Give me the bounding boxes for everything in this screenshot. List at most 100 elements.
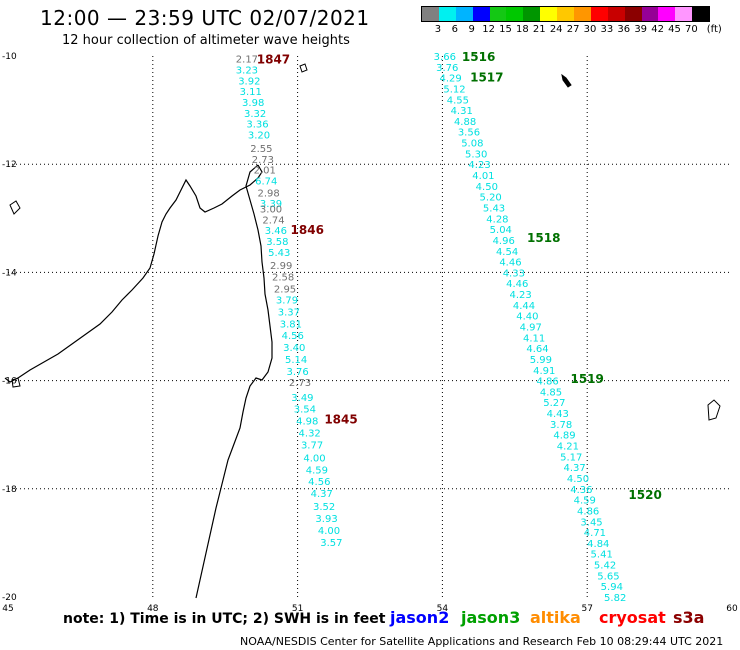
satellite-name: s3a (673, 608, 705, 627)
legend-label: 24 (549, 24, 563, 35)
legend-swatch (557, 7, 575, 21)
y-tick-label: -20 (2, 593, 17, 603)
legend-swatch (574, 7, 591, 21)
swh-value: 4.97 (520, 323, 542, 334)
swh-value: 2.95 (274, 285, 296, 296)
satellite-name: altika (530, 608, 581, 627)
swh-value: 5.43 (483, 203, 505, 214)
legend-label: 18 (516, 24, 529, 35)
swh-value: 3.79 (276, 295, 298, 306)
swh-value: 3.57 (320, 538, 342, 549)
swh-value: 3.23 (236, 66, 258, 77)
swh-value: 5.41 (591, 550, 613, 561)
legend-label: 15 (499, 24, 512, 35)
legend-swatch (590, 7, 608, 21)
swh-value: 5.42 (594, 561, 616, 572)
swh-value: 4.91 (533, 366, 555, 377)
swh-value: 4.01 (472, 171, 494, 182)
pass-number: 1847 (257, 53, 290, 67)
legend-labels: 3 6 9 12 15 18 21 24 27 30 33 36 39 42 45 70 (ft) (421, 22, 722, 36)
swh-value: 3.52 (313, 502, 335, 513)
swh-value: 5.04 (490, 225, 512, 236)
swh-value: 2.17 (236, 55, 258, 66)
swh-value: 3.66 (434, 52, 456, 63)
legend-swatch (692, 7, 710, 21)
track-points: 2.173.233.923.113.983.323.363.202.552.73… (236, 52, 627, 604)
swh-value: 3.58 (266, 237, 288, 248)
swh-value: 4.40 (516, 312, 538, 323)
pass-number: 1845 (324, 412, 357, 426)
swh-value: 5.08 (461, 139, 483, 150)
swh-value: 3.77 (301, 440, 323, 451)
swh-value: 4.37 (311, 489, 333, 500)
swh-value: 4.46 (506, 279, 528, 290)
y-tick-label: -10 (2, 52, 17, 62)
swh-value: 5.65 (597, 571, 619, 582)
swh-value: 4.88 (454, 117, 476, 128)
map-subtitle: 12 hour collection of altimeter wave hei… (62, 33, 350, 48)
swh-value: 4.11 (523, 333, 545, 344)
swh-value: 4.00 (318, 526, 340, 537)
swh-value: 4.89 (553, 431, 575, 442)
swh-value: 2.74 (262, 215, 284, 226)
mauritius-island (707, 399, 721, 421)
legend-unit: (ft) (706, 24, 722, 35)
x-tick-label: 60 (726, 604, 738, 614)
swh-value: 4.56 (282, 331, 304, 342)
swh-value: 3.37 (278, 307, 300, 318)
legend-label: 6 (451, 24, 458, 35)
swh-value: 4.86 (577, 506, 599, 517)
swh-value: 4.98 (296, 417, 318, 428)
coastline (4, 63, 721, 599)
swh-value: 4.46 (499, 258, 521, 269)
legend-label: 36 (617, 24, 631, 35)
legend-label: 12 (482, 24, 495, 35)
credit-line: NOAA/NESDIS Center for Satellite Applica… (240, 635, 724, 648)
legend-label: 9 (468, 24, 475, 35)
swh-value: 3.36 (246, 120, 268, 131)
swh-value: 3.40 (283, 343, 305, 354)
swh-value: 2.73 (289, 378, 311, 389)
legend-swatch (489, 7, 507, 21)
legend-color-bar (421, 6, 711, 22)
swh-value: 4.21 (557, 442, 579, 453)
swh-value: 2.58 (272, 273, 294, 284)
y-tick-label: -18 (2, 485, 17, 495)
swh-value: 3.00 (260, 205, 282, 216)
legend-swatch (658, 7, 676, 21)
swh-value: 5.99 (530, 355, 552, 366)
swh-value: 4.00 (303, 453, 325, 464)
legend-swatch (455, 7, 473, 21)
swh-value: 4.32 (299, 429, 321, 440)
swh-value: 3.49 (291, 393, 313, 404)
map-grid (8, 56, 732, 597)
swh-value: 3.76 (286, 367, 308, 378)
pass-number: 1518 (527, 231, 560, 245)
swh-value: 3.11 (240, 87, 262, 98)
legend-swatch (506, 7, 524, 21)
y-tick-label: -16 (2, 377, 17, 387)
legend-swatch (472, 7, 490, 21)
swh-value: 3.98 (242, 98, 264, 109)
swh-value: 2.01 (254, 166, 276, 177)
legend-label: 3 (434, 24, 442, 35)
swh-value: 2.55 (250, 144, 272, 155)
satellite-name: jason2 (390, 608, 450, 627)
pass-number: 1517 (470, 71, 503, 85)
map-axes: 45 48 51 54 57 60 -10 -12 -14 -16 -18 -20 (2, 52, 738, 614)
swh-value: 4.36 (570, 485, 592, 496)
swh-value: 4.56 (308, 477, 330, 488)
swh-value: 4.28 (486, 214, 508, 225)
swh-value: 4.84 (587, 539, 609, 550)
swh-value: 2.98 (258, 188, 280, 199)
x-tick-label: 51 (292, 604, 303, 614)
satellite-name: jason3 (461, 608, 521, 627)
pass-number: 1519 (570, 372, 603, 386)
swh-value: 4.59 (574, 496, 596, 507)
swh-value: 5.27 (543, 398, 565, 409)
swh-value: 2.73 (252, 155, 274, 166)
swh-value: 4.31 (451, 106, 473, 117)
legend-swatch (624, 7, 642, 21)
y-tick-label: -12 (2, 160, 17, 170)
